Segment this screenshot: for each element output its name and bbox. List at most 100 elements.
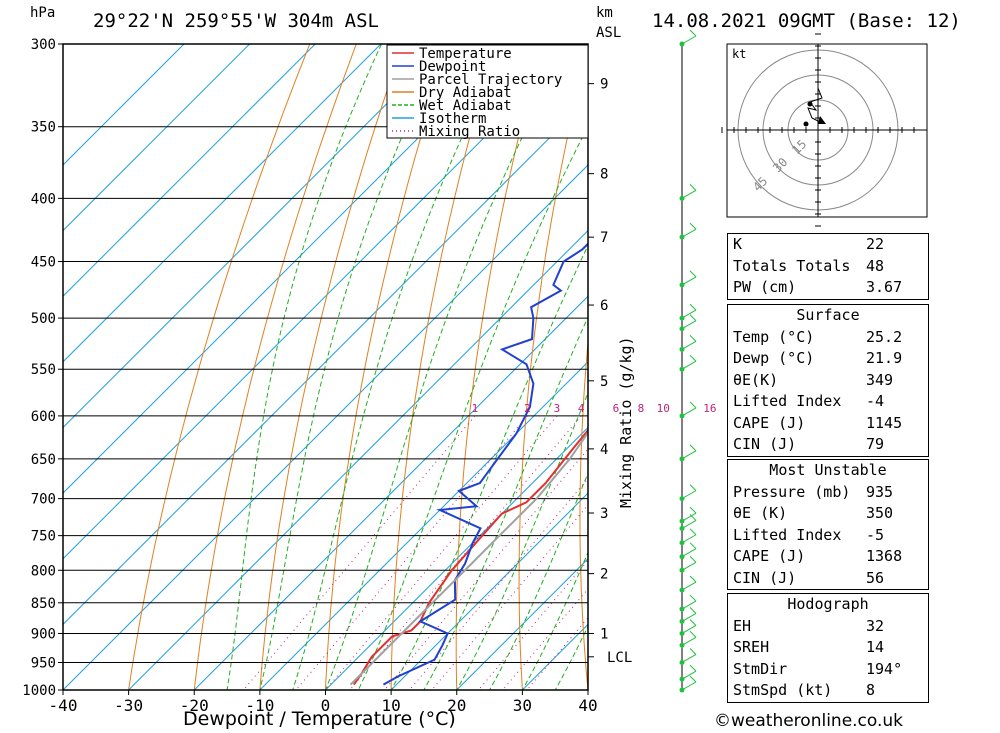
index-row: CIN (J) 56 (733, 568, 885, 587)
isotherm-line (63, 44, 250, 232)
wind-barb-flag (689, 484, 697, 491)
pressure-unit: hPa (30, 5, 56, 21)
wind-barb (681, 490, 697, 500)
index-panel-unstable: Most Unstable Pressure (mb) 935 θE (K) 350… (727, 459, 929, 590)
pressure-tick-label: 750 (31, 529, 56, 545)
wind-barb-flag (689, 664, 697, 672)
km-tick-label: 8 (600, 167, 608, 183)
isotherm-line (63, 44, 513, 494)
hodograph-point (803, 121, 809, 127)
index-row: Temp (°C) 25.2 (733, 327, 903, 346)
x-tick-label: 10 (381, 696, 400, 715)
index-row: EH 32 (733, 616, 885, 635)
wind-barb-flag (689, 506, 697, 514)
pressure-tick-label: 350 (31, 120, 56, 136)
km-tick-label: 7 (600, 230, 608, 246)
wind-barb-flag (689, 607, 697, 614)
wind-barb-flag (689, 555, 697, 563)
pressure-tick-label: 300 (31, 37, 56, 53)
index-row: Lifted Index -5 (733, 525, 885, 544)
wind-barb-flag (689, 354, 697, 362)
pressure-tick-label: 1000 (22, 683, 56, 699)
timestamp: 14.08.2021 09GMT (Base: 12) (652, 10, 961, 32)
index-row: K 22 (733, 235, 885, 253)
index-row: Pressure (mb) 935 (733, 482, 894, 501)
wind-barb (681, 35, 697, 45)
x-tick-label: -20 (180, 696, 209, 715)
wind-barb-flag (689, 514, 697, 521)
legend-label: Mixing Ratio (419, 124, 520, 140)
wind-barb (681, 548, 697, 558)
index-row: Totals Totals 48 (733, 256, 885, 275)
wind-barb-flag (689, 619, 697, 626)
mixing-ratio-label: 8 (638, 402, 645, 415)
pressure-tick-label: 950 (31, 655, 56, 671)
wind-barb (681, 681, 697, 691)
dry-adiabat-line (959, 44, 1000, 690)
wind-barb-flag (689, 222, 697, 230)
hodograph-unit: kt (732, 47, 746, 61)
wind-barb-flag (689, 528, 697, 536)
mixing-ratio-axis-label: Mixing Ratio (g/kg) (617, 336, 635, 508)
wind-barb (681, 636, 697, 646)
wet-adiabat-line (259, 44, 445, 690)
index-row: SREH 14 (733, 638, 885, 656)
km-tick-label: 9 (600, 77, 608, 93)
index-row: CAPE (J) 1368 (733, 547, 903, 565)
axis-labels: 3003504004505005506006507007508008509009… (22, 37, 765, 715)
isotherm-line (456, 558, 588, 690)
pressure-tick-label: 450 (31, 255, 56, 271)
wind-barb-flag (689, 542, 697, 550)
index-panel-surface: Surface Temp (°C) 25.2 Dewp (°C) 21.9 θE(K… (727, 304, 929, 457)
km-tick-label: 1 (600, 626, 608, 642)
wind-barb (681, 512, 697, 522)
wind-barb (681, 320, 697, 330)
wind-barb (681, 534, 697, 544)
pressure-tick-label: 500 (31, 311, 56, 327)
index-row: CIN (J) 79 (733, 435, 885, 453)
dry-adiabat-line (259, 44, 404, 690)
wind-barb-flag (689, 648, 697, 655)
isotherm-line (63, 98, 588, 626)
km-tick-label: LCL (607, 650, 632, 666)
wind-barb-flag (689, 594, 697, 602)
wind-barb (681, 276, 697, 286)
isotherm-line (128, 229, 588, 690)
wet-adiabat-line (226, 44, 382, 690)
wind-barb (681, 407, 697, 417)
section-title: Most Unstable (769, 461, 887, 479)
wind-barb-flag (689, 630, 697, 638)
km-tick-label: 4 (600, 442, 608, 458)
isotherm-line (63, 164, 588, 690)
legend-label: Parcel Trajectory (419, 72, 562, 88)
isotherm-line (63, 44, 316, 297)
km-tick-label: 3 (600, 506, 608, 522)
mixing-ratio-label: 4 (578, 402, 585, 415)
mixing-ratio-label: 16 (703, 402, 716, 415)
dry-adiabat-line (639, 44, 682, 690)
index-row: StmSpd (kt) 8 (733, 681, 876, 699)
pressure-tick-label: 600 (31, 409, 56, 425)
mixing-ratio-line (478, 559, 588, 690)
section-title: Surface (796, 306, 860, 324)
copyright[interactable]: ©weatheronline.co.uk (714, 711, 904, 731)
temperature-line (353, 428, 588, 686)
legend-label: Wet Adiabat (419, 98, 512, 114)
wind-barb (681, 228, 697, 238)
index-panel-hodograph: Hodograph EH 32 SREH 14 StmDir 194° StmSpd … (727, 593, 929, 703)
wind-barb-flag (689, 675, 697, 683)
wind-barb (681, 561, 697, 571)
x-tick-label: 20 (447, 696, 466, 715)
wind-barb-flag (689, 444, 697, 452)
pressure-tick-label: 400 (31, 191, 56, 207)
wind-barb (681, 600, 697, 610)
parcel-trajectory-line (349, 430, 588, 686)
legend-label: Isotherm (419, 111, 486, 127)
mixing-ratio-label: 2 (524, 402, 531, 415)
section-title: Hodograph (787, 595, 869, 613)
x-axis-label: Dewpoint / Temperature (°C) (183, 708, 456, 730)
mixing-ratio-label: 10 (657, 402, 670, 415)
isotherm-line (259, 361, 588, 690)
x-tick-label: -10 (245, 696, 274, 715)
